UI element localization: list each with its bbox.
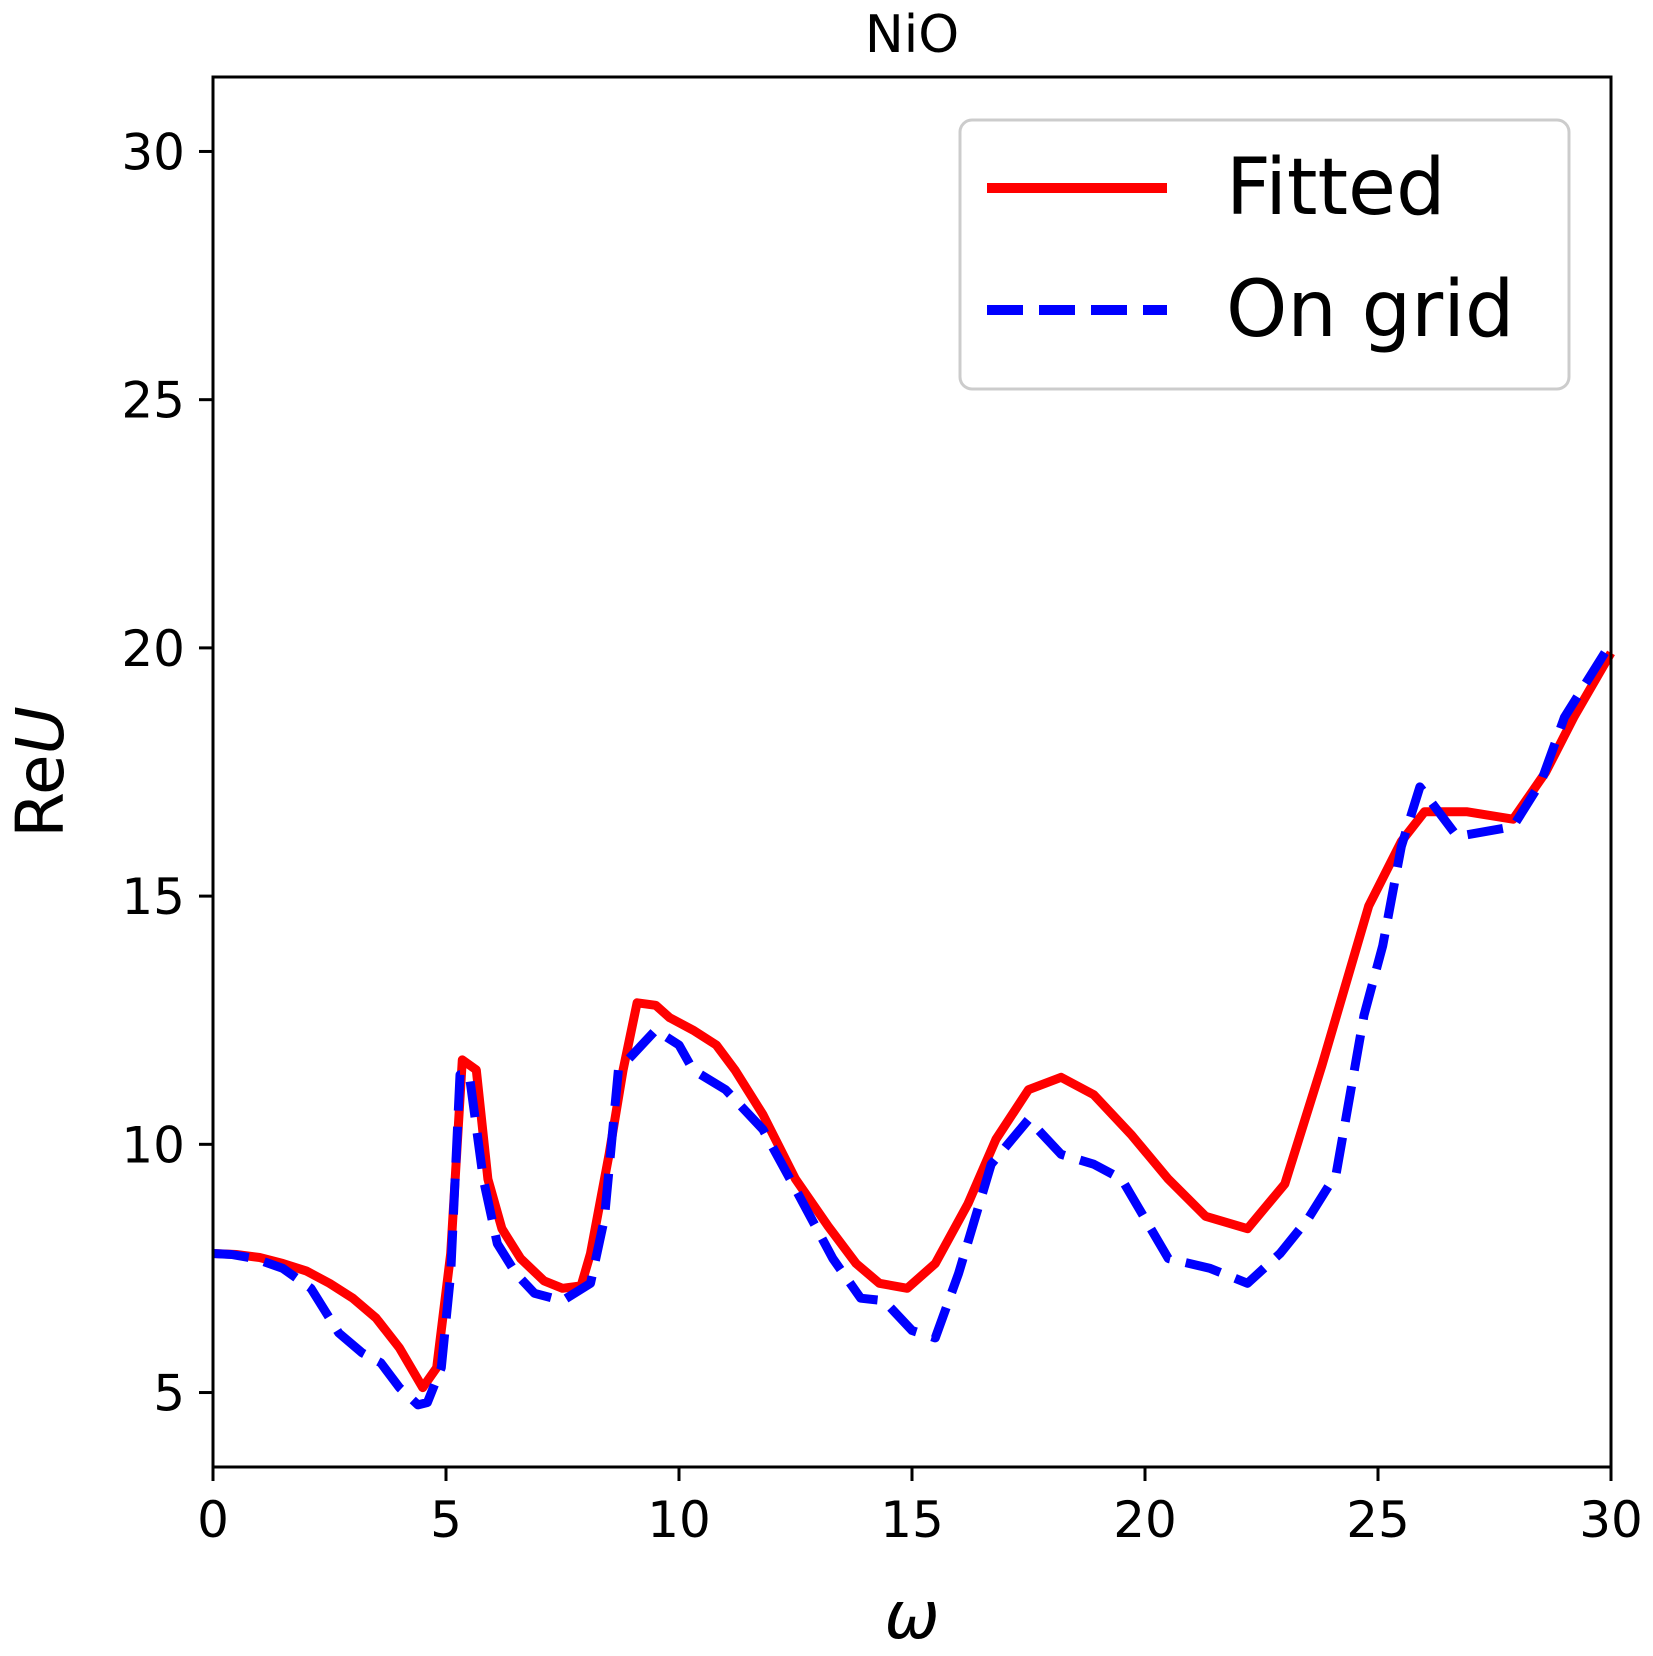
series-line-fitted xyxy=(212,650,1615,1393)
y-tick-label: 15 xyxy=(121,868,185,926)
chart-title: NiO xyxy=(865,5,959,65)
series-line-on-grid xyxy=(212,640,1615,1410)
legend-label-on-grid: On grid xyxy=(1226,265,1514,355)
x-tick-label: 10 xyxy=(647,1491,711,1549)
legend: Fitted On grid xyxy=(958,118,1571,391)
y-axis-label: ReU xyxy=(2,706,79,838)
legend-label-fitted: Fitted xyxy=(1226,143,1446,233)
y-tick-label: 25 xyxy=(121,372,185,430)
x-tick-label: 5 xyxy=(430,1491,462,1549)
x-tick-label: 25 xyxy=(1346,1491,1410,1549)
x-tick-label: 20 xyxy=(1113,1491,1177,1549)
y-tick-label: 20 xyxy=(121,620,185,678)
y-axis-label-prefix: Re xyxy=(2,754,79,838)
x-tick-label: 15 xyxy=(880,1491,944,1549)
x-axis-ticks: 0 5 10 15 20 25 30 xyxy=(197,1467,1643,1549)
y-tick-label: 10 xyxy=(121,1116,185,1174)
y-tick-label: 30 xyxy=(121,123,185,181)
x-axis-label: ω xyxy=(884,1577,939,1654)
plot-curves xyxy=(212,640,1615,1410)
y-axis-ticks: 5 10 15 20 25 30 xyxy=(121,123,213,1423)
x-tick-label: 30 xyxy=(1579,1491,1643,1549)
x-tick-label: 0 xyxy=(197,1491,229,1549)
y-axis-label-symbol: U xyxy=(2,706,79,754)
y-tick-label: 5 xyxy=(153,1365,185,1423)
